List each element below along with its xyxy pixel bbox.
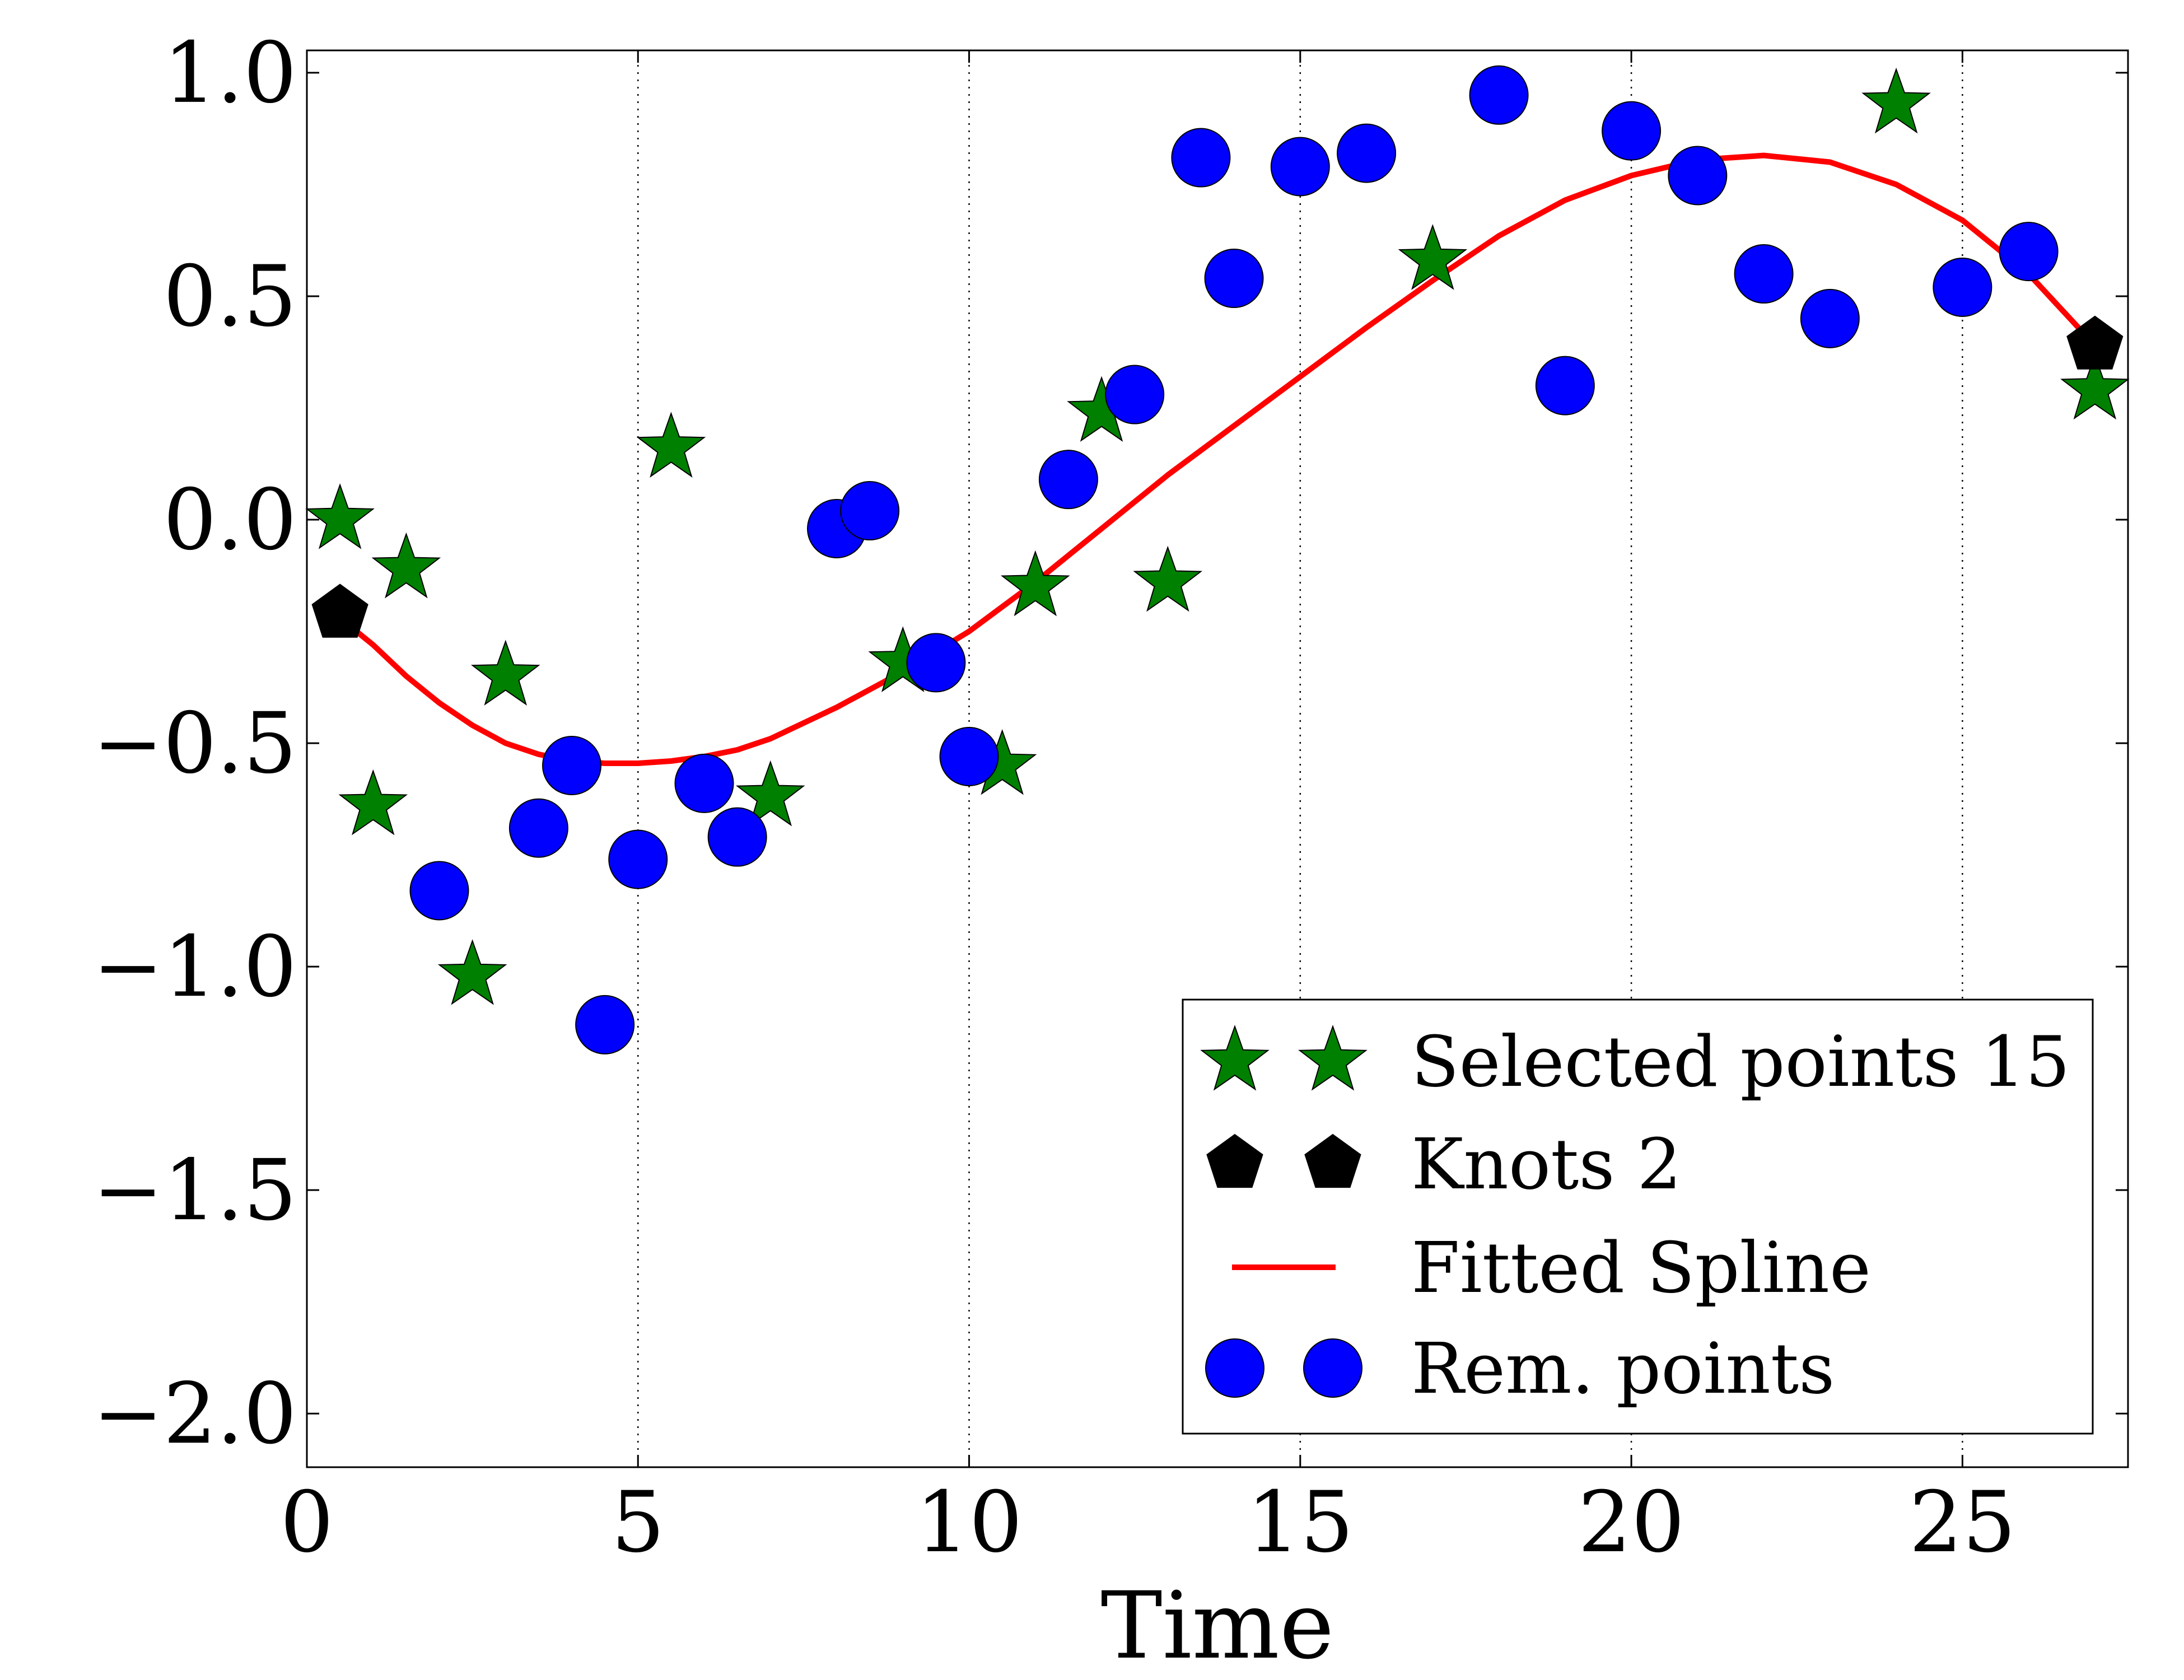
remaining-point bbox=[1999, 222, 2059, 282]
y-tick-label: 1.0 bbox=[163, 25, 297, 122]
remaining-point bbox=[1469, 65, 1529, 125]
knot-point bbox=[2066, 315, 2124, 370]
legend-marker bbox=[1206, 1133, 1263, 1188]
remaining-point bbox=[608, 829, 668, 889]
x-tick-label: 25 bbox=[1909, 1474, 2016, 1571]
selected-point bbox=[371, 532, 441, 599]
remaining-point bbox=[1800, 288, 1860, 348]
selected-point bbox=[437, 939, 507, 1005]
legend-marker bbox=[1298, 1024, 1368, 1091]
legend-marker bbox=[1205, 1338, 1264, 1398]
selected-point bbox=[1861, 67, 1931, 134]
y-tick-label: −1.5 bbox=[93, 1142, 297, 1239]
legend: Selected points 15 Knots 2 Fitted Spline Re… bbox=[1182, 998, 2094, 1435]
remaining-point bbox=[1535, 356, 1595, 416]
remaining-point bbox=[939, 727, 999, 787]
remaining-point bbox=[674, 753, 734, 813]
x-tick-label: 0 bbox=[280, 1474, 333, 1571]
selected-point bbox=[1398, 224, 1468, 290]
x-tick-label: 10 bbox=[916, 1474, 1023, 1571]
selected-point bbox=[735, 760, 805, 827]
y-tick-label: 0.5 bbox=[163, 248, 297, 346]
remaining-point bbox=[1105, 365, 1165, 424]
selected-point bbox=[305, 483, 375, 549]
legend-label: Knots 2 bbox=[1411, 1124, 1682, 1205]
legend-marker bbox=[1304, 1133, 1361, 1188]
remaining-point bbox=[840, 481, 900, 541]
x-axis-title: Time bbox=[1101, 1572, 1334, 1679]
legend-marker bbox=[1303, 1338, 1362, 1398]
remaining-point bbox=[1602, 101, 1662, 161]
legend-label: Fitted Spline bbox=[1411, 1228, 1871, 1309]
remaining-point bbox=[1734, 244, 1794, 304]
x-tick-label: 5 bbox=[612, 1474, 665, 1571]
x-tick-labels: 0 5 10 15 20 25 bbox=[280, 1474, 2016, 1571]
legend-label: Selected points 15 bbox=[1411, 1021, 2070, 1103]
remaining-point bbox=[1204, 249, 1264, 309]
legend-marker bbox=[1200, 1024, 1270, 1091]
remaining-point bbox=[575, 995, 635, 1054]
selected-point bbox=[636, 412, 706, 478]
selected-point bbox=[338, 769, 408, 836]
remaining-point bbox=[1337, 123, 1397, 183]
remaining-point bbox=[508, 798, 568, 858]
remaining-point bbox=[1171, 128, 1231, 188]
legend-label: Rem. points bbox=[1411, 1328, 1835, 1410]
x-tick-label: 20 bbox=[1578, 1474, 1685, 1571]
y-tick-label: −0.5 bbox=[93, 695, 297, 792]
x-tick-label: 15 bbox=[1247, 1474, 1354, 1571]
y-tick-label: 0.0 bbox=[163, 472, 297, 569]
data-series bbox=[305, 65, 2130, 1054]
remaining-point bbox=[707, 807, 767, 867]
remaining-point bbox=[409, 861, 469, 921]
selected-point bbox=[2060, 353, 2130, 420]
y-tick-labels: 1.0 0.5 0.0 −0.5 −1.0 −1.5 −2.0 bbox=[93, 25, 297, 1463]
remaining-point bbox=[1668, 146, 1728, 206]
remaining-point bbox=[906, 633, 966, 693]
remaining-point bbox=[1933, 257, 1992, 317]
knot-point bbox=[311, 584, 368, 638]
plot-frame bbox=[306, 49, 2129, 1468]
selected-point bbox=[1000, 550, 1070, 617]
remaining-point bbox=[542, 735, 602, 795]
selected-point bbox=[1133, 545, 1203, 612]
selected-point bbox=[470, 640, 540, 706]
remaining-point bbox=[1038, 450, 1098, 510]
remaining-point bbox=[1270, 137, 1330, 197]
spline-line bbox=[337, 152, 2098, 766]
y-tick-label: −1.0 bbox=[93, 918, 297, 1016]
y-tick-label: −2.0 bbox=[93, 1365, 297, 1463]
